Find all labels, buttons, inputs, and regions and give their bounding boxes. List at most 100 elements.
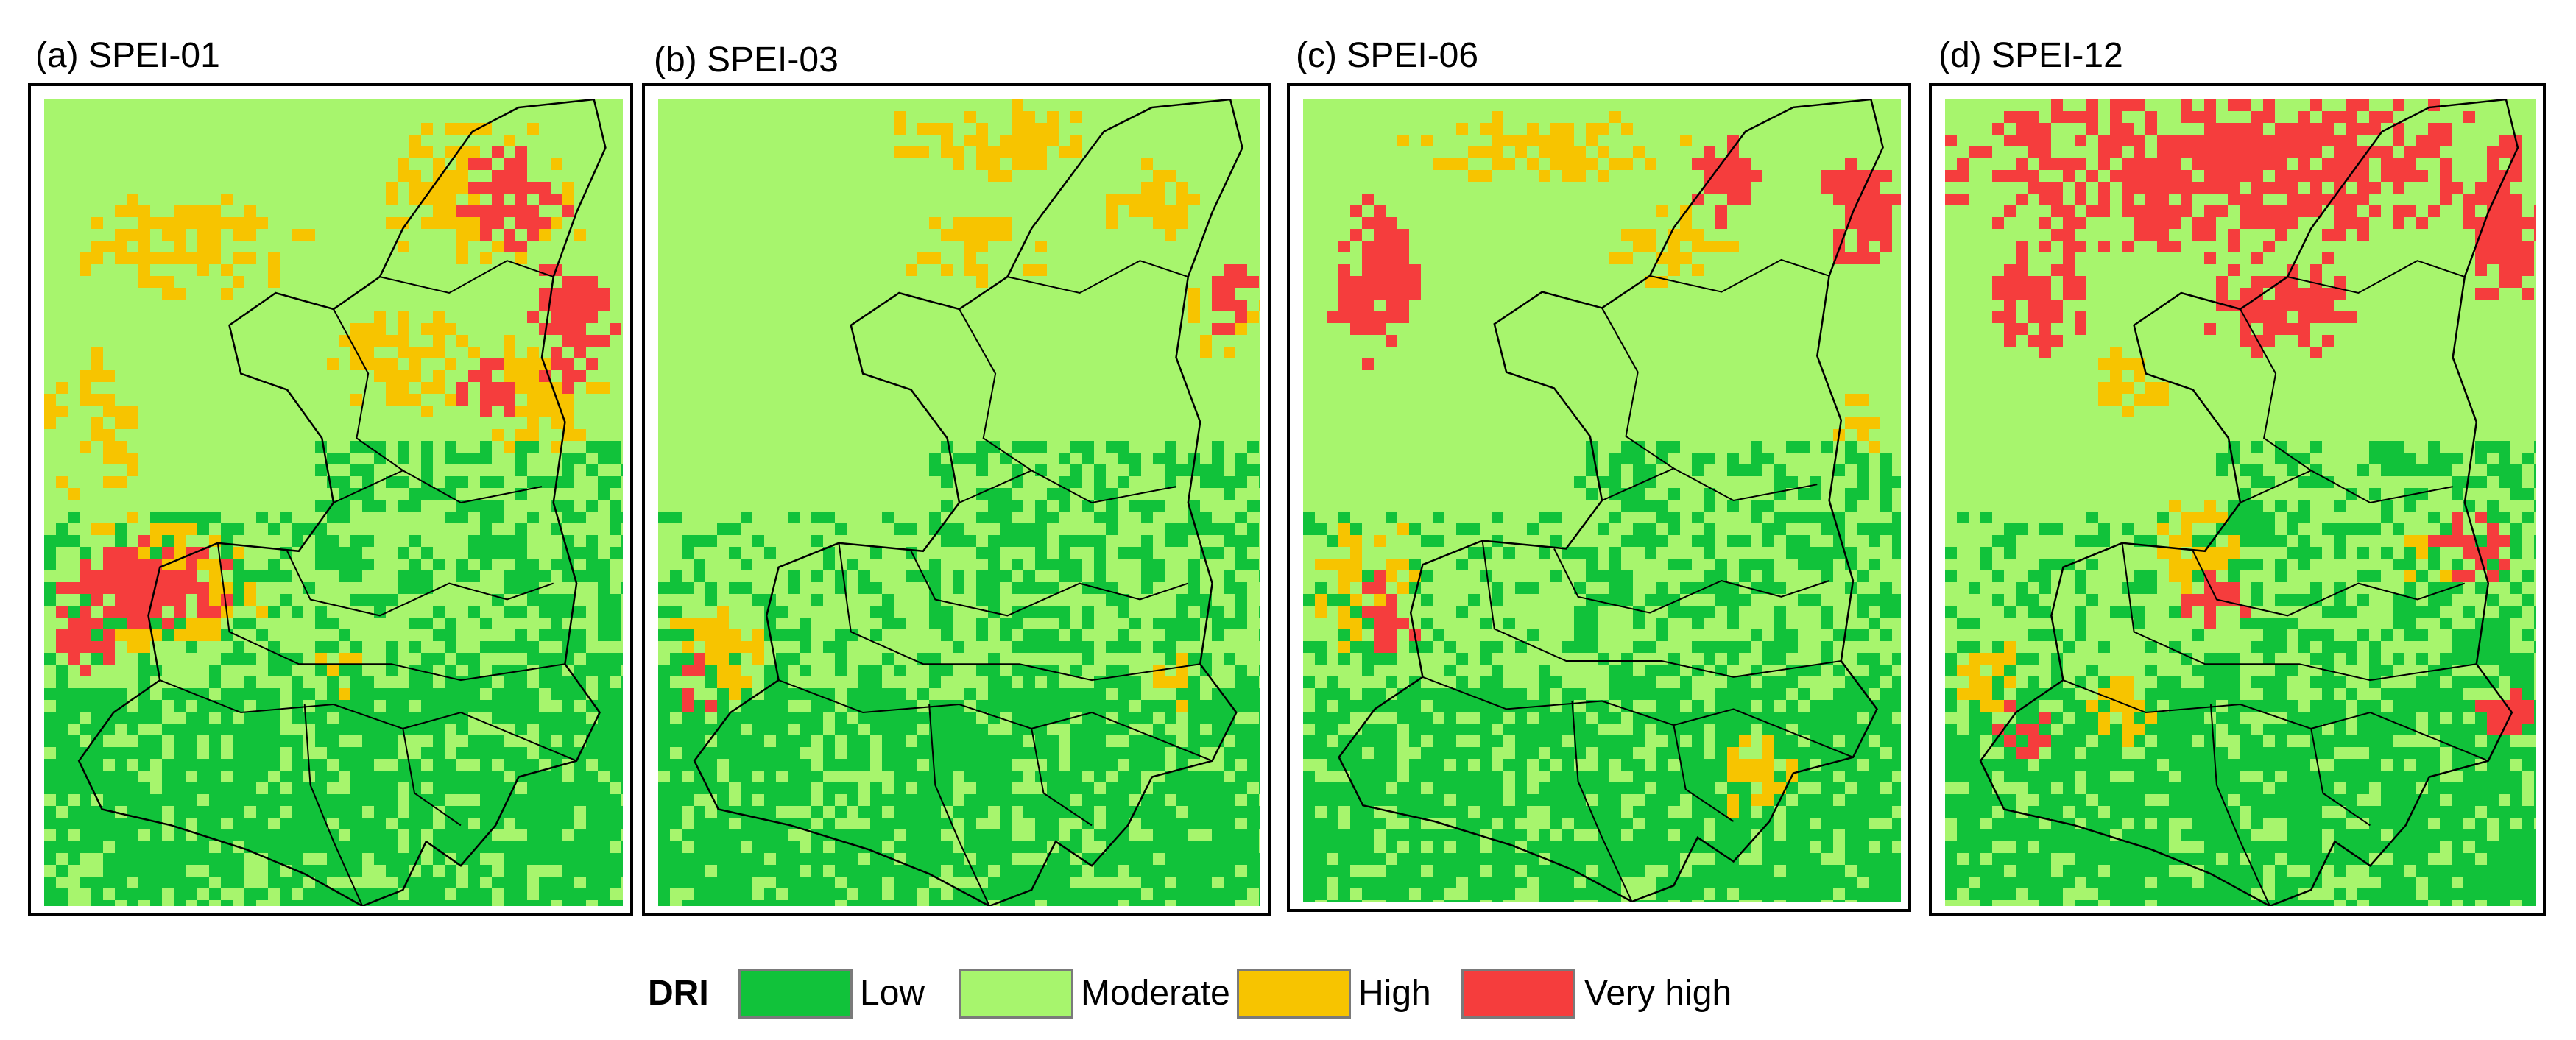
raster-cell bbox=[186, 712, 197, 724]
raster-cell bbox=[562, 888, 574, 900]
raster-cell bbox=[350, 724, 362, 735]
raster-cell bbox=[1880, 665, 1892, 676]
raster-cell bbox=[1574, 629, 1586, 641]
raster-cell bbox=[386, 747, 398, 759]
raster-cell bbox=[1153, 570, 1165, 582]
raster-cell bbox=[433, 735, 445, 747]
raster-cell bbox=[1586, 123, 1598, 135]
raster-cell bbox=[1692, 229, 1704, 241]
raster-cell bbox=[515, 900, 527, 906]
raster-cell bbox=[1621, 123, 1633, 135]
raster-cell bbox=[1704, 570, 1715, 582]
raster-cell bbox=[1409, 559, 1421, 570]
raster-cell bbox=[2134, 182, 2145, 194]
raster-cell bbox=[492, 170, 504, 182]
raster-cell bbox=[1212, 453, 1224, 464]
raster-cell bbox=[976, 759, 988, 771]
raster-cell bbox=[2416, 170, 2428, 182]
raster-cell bbox=[1303, 865, 1315, 877]
raster-cell bbox=[2346, 606, 2357, 618]
raster-cell bbox=[1869, 618, 1880, 629]
raster-cell bbox=[398, 818, 409, 829]
raster-cell bbox=[1212, 300, 1224, 311]
raster-cell bbox=[80, 877, 91, 888]
raster-cell bbox=[1188, 865, 1200, 877]
raster-cell bbox=[894, 806, 906, 818]
raster-cell bbox=[1633, 488, 1645, 500]
raster-cell bbox=[610, 323, 621, 335]
raster-cell bbox=[150, 217, 162, 229]
raster-cell bbox=[1668, 653, 1680, 665]
raster-cell bbox=[2075, 629, 2086, 641]
raster-cell bbox=[1574, 146, 1586, 158]
raster-cell bbox=[539, 818, 551, 829]
raster-cell bbox=[1574, 747, 1586, 759]
raster-cell bbox=[2063, 252, 2075, 264]
raster-cell bbox=[398, 441, 409, 453]
raster-cell bbox=[539, 594, 551, 606]
raster-cell bbox=[515, 406, 527, 417]
raster-cell bbox=[2039, 323, 2051, 335]
raster-cell bbox=[315, 841, 327, 853]
raster-cell bbox=[811, 535, 823, 547]
raster-cell bbox=[1235, 512, 1247, 523]
raster-cell bbox=[433, 759, 445, 771]
raster-cell bbox=[1503, 759, 1515, 771]
raster-cell bbox=[56, 888, 68, 900]
map-panel-d bbox=[1929, 83, 2546, 916]
raster-cell bbox=[445, 182, 456, 194]
raster-cell bbox=[1235, 311, 1247, 323]
raster-cell bbox=[504, 158, 515, 170]
raster-cell bbox=[1845, 394, 1857, 406]
raster-cell bbox=[1539, 877, 1550, 888]
raster-cell bbox=[1000, 806, 1012, 818]
raster-cell bbox=[2487, 464, 2499, 476]
raster-cell bbox=[1810, 512, 1821, 523]
raster-cell bbox=[1070, 759, 1082, 771]
raster-cell bbox=[186, 806, 197, 818]
raster-cell bbox=[621, 724, 623, 735]
raster-cell bbox=[539, 394, 551, 406]
raster-cell bbox=[1857, 900, 1869, 902]
raster-cell bbox=[2357, 217, 2369, 229]
raster-cell bbox=[1303, 782, 1315, 794]
raster-cell bbox=[1692, 453, 1704, 464]
raster-cell bbox=[574, 570, 586, 582]
raster-cell bbox=[2510, 205, 2522, 217]
raster-cell bbox=[976, 464, 988, 476]
raster-cell bbox=[2510, 653, 2522, 665]
raster-cell bbox=[598, 453, 610, 464]
raster-cell bbox=[2475, 441, 2487, 453]
raster-cell bbox=[1680, 818, 1692, 829]
raster-cell bbox=[2075, 288, 2086, 300]
raster-cell bbox=[150, 794, 162, 806]
raster-cell bbox=[1141, 806, 1153, 818]
raster-cell bbox=[2346, 135, 2357, 146]
raster-cell bbox=[1141, 735, 1153, 747]
raster-cell bbox=[1000, 453, 1012, 464]
raster-cell bbox=[1880, 476, 1892, 488]
raster-cell bbox=[1739, 688, 1751, 700]
district-boundary bbox=[778, 679, 1213, 762]
raster-cell bbox=[1035, 700, 1047, 712]
raster-cell bbox=[1751, 629, 1762, 641]
raster-cell bbox=[68, 759, 80, 771]
raster-cell bbox=[1012, 111, 1023, 123]
raster-cell bbox=[56, 900, 68, 906]
raster-cell bbox=[91, 370, 103, 382]
raster-cell bbox=[480, 865, 492, 877]
raster-cell bbox=[2157, 146, 2169, 158]
raster-cell bbox=[2404, 205, 2416, 217]
raster-cell bbox=[1739, 464, 1751, 476]
raster-cell bbox=[2228, 264, 2240, 276]
raster-cell bbox=[2098, 182, 2110, 194]
raster-cell bbox=[2157, 135, 2169, 146]
raster-cell bbox=[1821, 559, 1833, 570]
raster-cell bbox=[515, 217, 527, 229]
raster-cell bbox=[1118, 453, 1129, 464]
raster-cell bbox=[574, 453, 586, 464]
raster-cell bbox=[2381, 146, 2393, 158]
raster-cell bbox=[682, 547, 694, 559]
raster-cell bbox=[1786, 735, 1798, 747]
raster-cell bbox=[56, 476, 68, 488]
